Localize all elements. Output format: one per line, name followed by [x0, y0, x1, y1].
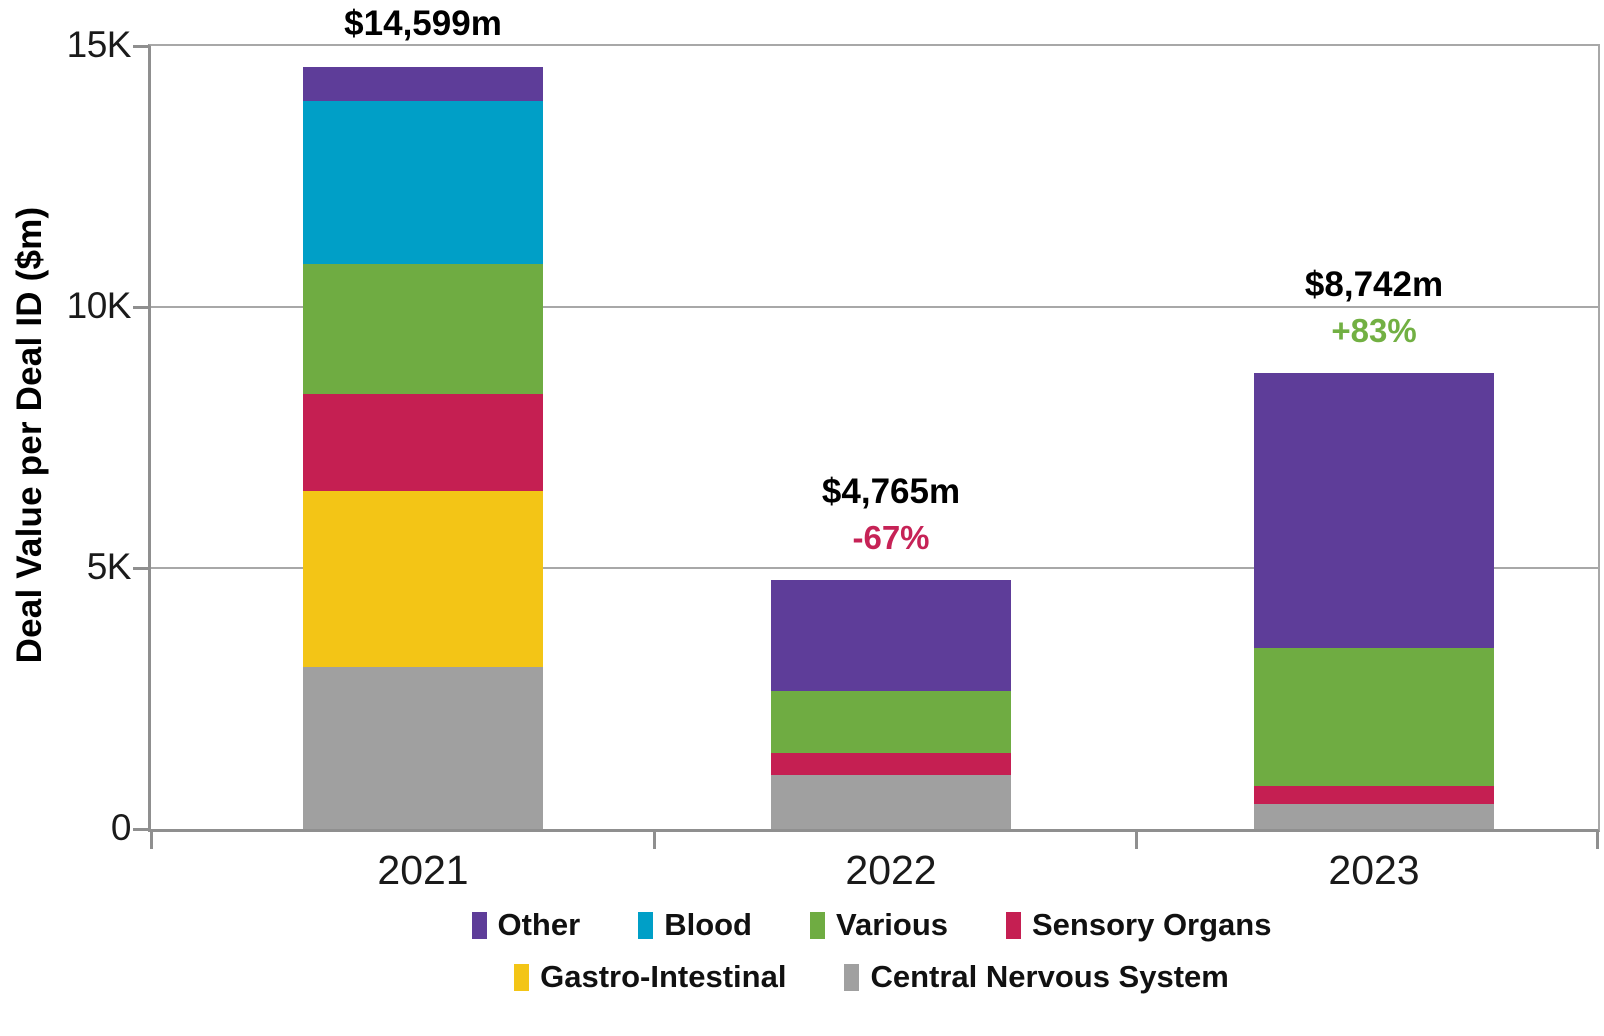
segment-2022-sensory-organs [771, 753, 1011, 775]
segment-2023-various [1254, 648, 1494, 787]
y-tick-10k [133, 306, 148, 309]
legend-item-other: Other [471, 907, 581, 942]
segment-2021-gastro-intestinal [303, 491, 543, 667]
legend-label-various: Various [836, 907, 948, 942]
segment-2023-other [1254, 372, 1494, 649]
legend-item-central-nervous-system: Central Nervous System [844, 959, 1229, 995]
plot-area: 15K 10K 5K 0 $14,599m 2021 $4,765m -67% 2022 $8,7… [67, 6, 1600, 893]
legend-row-2: Gastro-Intestinal Central Nervous System [148, 959, 1595, 995]
y-tick-label-10k: 10K [66, 285, 132, 326]
x-tick-0 [150, 832, 153, 849]
bar-2022: $4,765m -67% [771, 474, 1011, 829]
segment-2023-sensory-organs [1254, 786, 1494, 804]
x-tick-2 [1135, 832, 1138, 849]
total-label-2022: $4,765m [821, 472, 961, 512]
annotation-2023: $8,742m +83% [1305, 267, 1443, 347]
segment-2022-other [771, 580, 1011, 692]
x-tick-1 [653, 832, 656, 849]
legend-label-central-nervous-system: Central Nervous System [870, 959, 1229, 995]
gridline-10k [151, 306, 1598, 308]
y-tick-label-0: 0 [110, 807, 132, 848]
y-tick-0 [133, 828, 148, 831]
legend-label-gastro-intestinal: Gastro-Intestinal [540, 959, 787, 995]
annotation-2021: $14,599m [344, 6, 502, 41]
annotation-2022: $4,765m -67% [822, 474, 960, 554]
total-label-2021: $14,599m [344, 3, 502, 43]
x-tick-3 [1596, 832, 1599, 849]
legend-row-1: Other Blood Various Sensory Organs [148, 907, 1595, 942]
segment-2021-sensory-organs [303, 394, 543, 492]
legend-label-other: Other [497, 907, 581, 942]
x-tick-label-2023: 2023 [1328, 847, 1420, 893]
segment-2021-central-nervous-system [303, 666, 543, 829]
legend-swatch-central-nervous-system [844, 963, 860, 991]
segment-2022-various [771, 691, 1011, 754]
total-label-2023: $8,742m [1304, 264, 1444, 304]
y-tick-label-5k: 5K [86, 546, 132, 587]
y-axis-title: Deal Value per Deal ID ($m) [10, 206, 49, 664]
bar-2021: $14,599m [303, 6, 543, 829]
legend-swatch-gastro-intestinal [514, 963, 530, 991]
pct-change-label-2023: +83% [1331, 311, 1417, 349]
gridline-5k [151, 567, 1598, 569]
segment-2023-central-nervous-system [1254, 803, 1494, 829]
y-tick-5k [133, 567, 148, 570]
legend-swatch-blood [638, 911, 654, 939]
x-tick-label-2022: 2022 [845, 847, 937, 893]
y-tick-15k [133, 45, 148, 48]
legend: Other Blood Various Sensory Organs Gastro-In… [148, 907, 1595, 995]
legend-item-gastro-intestinal: Gastro-Intestinal [514, 959, 787, 995]
legend-label-blood: Blood [664, 907, 752, 942]
y-tick-label-15k: 15K [66, 24, 132, 65]
legend-item-various: Various [810, 907, 948, 942]
segment-2021-other [303, 66, 543, 101]
segment-2021-various [303, 263, 543, 395]
legend-item-sensory-organs: Sensory Organs [1006, 907, 1272, 942]
legend-label-sensory-organs: Sensory Organs [1032, 907, 1272, 942]
legend-swatch-various [810, 911, 825, 939]
bar-2023: $8,742m +83% [1254, 267, 1494, 829]
pct-change-label-2022: -67% [852, 519, 930, 557]
segment-2021-blood [303, 100, 543, 264]
legend-swatch-other [471, 911, 487, 939]
legend-item-blood: Blood [638, 907, 752, 942]
legend-swatch-sensory-organs [1006, 911, 1021, 939]
segment-2022-central-nervous-system [771, 774, 1011, 829]
x-tick-label-2021: 2021 [377, 847, 469, 893]
